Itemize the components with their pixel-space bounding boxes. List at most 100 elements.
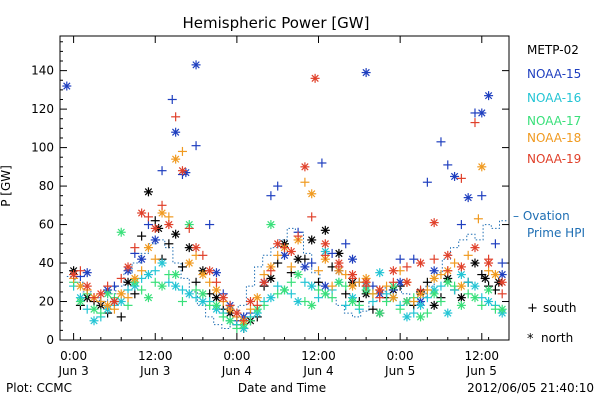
north-point-noaa-19 bbox=[232, 308, 242, 318]
south-point-noaa-16 bbox=[341, 300, 351, 310]
south-point-noaa-18 bbox=[327, 281, 337, 291]
x-tick-date: Jun 3 bbox=[139, 364, 170, 378]
north-point-noaa-19 bbox=[348, 270, 358, 280]
south-point-noaa-17 bbox=[382, 297, 392, 307]
x-tick-date: Jun 3 bbox=[58, 364, 89, 378]
north-point-noaa-16 bbox=[484, 297, 494, 307]
north-point-noaa-17 bbox=[280, 285, 289, 295]
x-tick-time: 12:00 bbox=[464, 349, 499, 363]
south-point-noaa-15 bbox=[317, 158, 327, 168]
north-point-noaa-16 bbox=[443, 308, 453, 318]
north-point-noaa-17 bbox=[416, 312, 426, 322]
south-point-noaa-19 bbox=[416, 285, 426, 295]
south-point-noaa-16 bbox=[436, 281, 446, 291]
legend-entry-noaa-17: NOAA-17 bbox=[527, 114, 581, 128]
y-tick-label: 20 bbox=[39, 295, 54, 309]
plot-source-label: Plot: CCMC bbox=[6, 381, 72, 395]
south-point-metp-02 bbox=[177, 262, 187, 272]
south-point-noaa-17 bbox=[96, 308, 106, 318]
north-point-noaa-17 bbox=[143, 293, 153, 303]
south-point-noaa-15 bbox=[497, 258, 507, 268]
north-point-noaa-16 bbox=[416, 300, 426, 310]
south-point-noaa-17 bbox=[137, 285, 147, 295]
south-point-noaa-19 bbox=[239, 316, 249, 326]
legend-entry-noaa-18: NOAA-18 bbox=[527, 131, 581, 145]
north-point-noaa-18 bbox=[103, 300, 113, 310]
north-point-noaa-19 bbox=[245, 297, 255, 307]
south-point-noaa-18 bbox=[368, 289, 378, 299]
north-point-noaa-15 bbox=[150, 235, 160, 245]
north-point-noaa-18 bbox=[252, 293, 262, 303]
north-point-noaa-18 bbox=[143, 243, 153, 253]
south-point-metp-02 bbox=[150, 216, 160, 226]
north-point-noaa-18 bbox=[198, 270, 208, 280]
north-point-metp-02 bbox=[266, 273, 276, 283]
south-point-metp-02 bbox=[130, 289, 140, 299]
south-point-metp-02 bbox=[273, 258, 283, 268]
south-point-noaa-17 bbox=[300, 297, 310, 307]
north-point-noaa-16 bbox=[143, 270, 153, 280]
north-point-noaa-19 bbox=[320, 239, 330, 249]
north-point-noaa-16 bbox=[184, 289, 194, 299]
north-point-noaa-18 bbox=[490, 270, 500, 280]
south-point-noaa-17 bbox=[191, 285, 201, 295]
south-point-noaa-16 bbox=[273, 281, 283, 291]
north-point-noaa-19 bbox=[69, 270, 79, 280]
south-point-noaa-18 bbox=[150, 254, 160, 264]
north-point-metp-02 bbox=[171, 229, 181, 239]
north-point-noaa-18 bbox=[116, 289, 126, 299]
north-point-metp-02 bbox=[480, 273, 490, 283]
north-point-noaa-19 bbox=[402, 277, 412, 287]
south-point-noaa-19 bbox=[280, 243, 289, 253]
y-axis-ticks: 0 20 40 60 80 100 120 140 bbox=[31, 41, 509, 347]
north-point-noaa-18 bbox=[130, 273, 140, 283]
north-point-noaa-15 bbox=[82, 268, 92, 278]
north-point-noaa-15 bbox=[361, 68, 371, 78]
legend-entry-metp-02: METP-02 bbox=[527, 43, 579, 57]
north-point-noaa-17 bbox=[157, 281, 167, 291]
south-point-noaa-17 bbox=[177, 297, 187, 307]
north-point-noaa-17 bbox=[334, 277, 344, 287]
x-tick-time: 0:00 bbox=[223, 349, 250, 363]
south-point-noaa-15 bbox=[490, 239, 500, 249]
chart-title: Hemispheric Power [GW] bbox=[183, 14, 370, 32]
south-point-noaa-18 bbox=[463, 250, 473, 260]
north-point-noaa-17 bbox=[470, 293, 480, 303]
x-tick-date: Jun 5 bbox=[384, 364, 415, 378]
south-point-noaa-19 bbox=[388, 277, 398, 287]
south-point-noaa-16 bbox=[164, 277, 174, 287]
south-point-noaa-19 bbox=[456, 173, 466, 183]
x-tick-date: Jun 5 bbox=[466, 364, 497, 378]
north-point-noaa-17 bbox=[375, 308, 385, 318]
south-point-noaa-19 bbox=[402, 262, 412, 272]
south-point-noaa-17 bbox=[150, 277, 160, 287]
north-point-noaa-18 bbox=[211, 285, 221, 295]
y-tick-label: 60 bbox=[39, 218, 54, 232]
north-point-noaa-16 bbox=[307, 281, 317, 291]
north-point-noaa-17 bbox=[89, 304, 99, 314]
south-point-noaa-18 bbox=[484, 266, 494, 276]
south-point-noaa-17 bbox=[314, 285, 324, 295]
north-point-noaa-17 bbox=[116, 227, 126, 237]
south-point-noaa-18 bbox=[273, 250, 283, 260]
south-point-noaa-17 bbox=[422, 308, 432, 318]
legend-entry-noaa-19: NOAA-19 bbox=[527, 152, 581, 166]
north-point-noaa-19 bbox=[429, 218, 439, 228]
north-point-noaa-19 bbox=[218, 293, 228, 303]
north-point-noaa-17 bbox=[198, 289, 208, 299]
south-point-noaa-18 bbox=[164, 212, 174, 222]
south-point-noaa-19 bbox=[130, 243, 140, 253]
north-point-metp-02 bbox=[143, 187, 153, 197]
north-point-noaa-17 bbox=[320, 289, 330, 299]
south-marker-symbol: + bbox=[527, 301, 538, 316]
north-point-noaa-19 bbox=[443, 250, 453, 260]
north-point-noaa-15 bbox=[429, 266, 439, 276]
south-point-noaa-16 bbox=[314, 293, 324, 303]
x-tick-time: 0:00 bbox=[60, 349, 87, 363]
south-point-metp-02 bbox=[422, 277, 432, 287]
south-point-noaa-19 bbox=[320, 250, 330, 260]
y-tick-label: 40 bbox=[39, 256, 54, 270]
north-point-noaa-19 bbox=[334, 258, 344, 268]
north-point-noaa-18 bbox=[388, 293, 398, 303]
south-point-noaa-18 bbox=[259, 270, 269, 280]
